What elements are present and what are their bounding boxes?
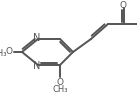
Text: CH₃: CH₃ [0,48,7,58]
Text: N: N [33,33,41,43]
Text: O: O [56,78,64,87]
Text: O: O [119,1,126,11]
Text: O: O [6,48,13,56]
Text: N: N [33,61,41,71]
Text: CH₃: CH₃ [52,85,68,94]
